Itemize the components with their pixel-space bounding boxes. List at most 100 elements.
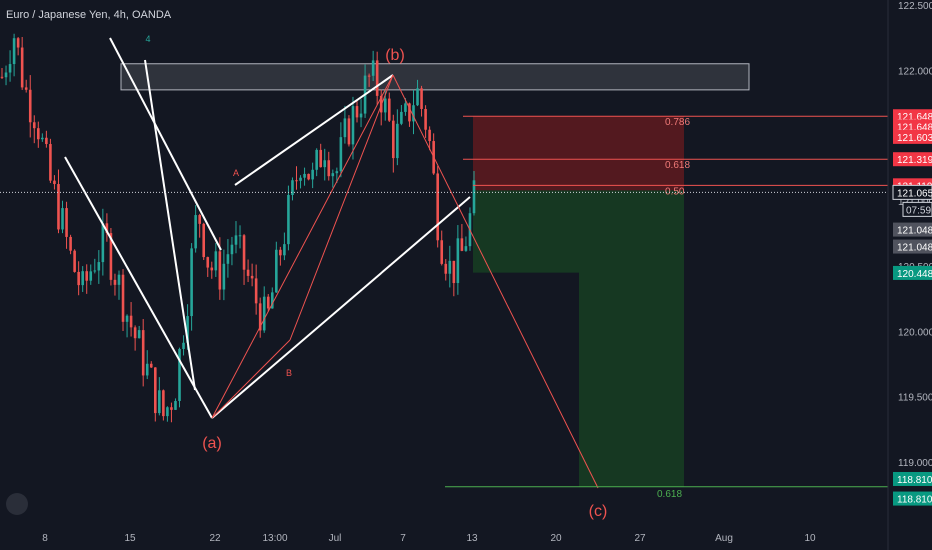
wave-path-line[interactable] (392, 74, 599, 489)
x-tick-label: 7 (400, 533, 406, 544)
fib-level-label: 0.618 (665, 160, 690, 171)
candle-body (226, 254, 230, 264)
candle-body (392, 120, 395, 159)
candle-body (24, 87, 28, 90)
candle-body (137, 330, 141, 339)
y-tick-label: 119.500 (898, 393, 932, 404)
candle-body (222, 263, 226, 290)
candle-body (109, 233, 113, 280)
candle-body (230, 244, 234, 255)
fib-level-label: 0.50 (665, 186, 685, 197)
candle-body (158, 390, 161, 414)
fib-level-label: 0.618 (657, 489, 682, 500)
candle-body (250, 275, 254, 279)
candle-body (81, 271, 84, 286)
candle-body (416, 88, 419, 106)
candle-body (61, 208, 64, 230)
candle-body (371, 60, 375, 76)
stop-loss-zone (473, 115, 684, 191)
candle-body (266, 296, 270, 309)
candle-body (101, 223, 105, 263)
candle-body (404, 103, 407, 112)
candle-body (367, 75, 371, 77)
candle-body (387, 98, 391, 121)
candle-body (319, 149, 323, 168)
resistance-box[interactable] (120, 63, 750, 91)
candle-body (149, 363, 153, 368)
candle-body (190, 248, 193, 317)
wave-label: B (286, 368, 292, 378)
price-tag-label: 121.648 (897, 112, 932, 123)
candle-body (254, 278, 258, 304)
candle-body (20, 47, 24, 88)
candle-body (105, 223, 109, 234)
candle-body (412, 105, 415, 122)
take-profit-zone (473, 190, 684, 487)
candle-body (335, 171, 339, 174)
price-tag-label: 118.810 (897, 495, 932, 506)
candle-body (73, 250, 76, 272)
wave-path-line[interactable] (211, 74, 394, 419)
candle-body (174, 400, 177, 410)
candle-body (242, 235, 246, 270)
candle-body (0, 76, 4, 78)
candle-body (153, 367, 157, 414)
candle-body (121, 274, 125, 322)
price-tag-label: 121.648 (897, 122, 932, 133)
candle-body (89, 271, 93, 281)
price-tag-label: 121.603 (897, 133, 932, 144)
x-tick-label: 8 (42, 533, 48, 544)
wave-path-line[interactable] (289, 74, 394, 341)
candle-body (396, 123, 399, 159)
candle-body (69, 236, 72, 251)
symbol-title[interactable]: Euro / Japanese Yen, 4h, OANDA (6, 9, 172, 21)
candle-body (307, 173, 310, 180)
price-tag (893, 239, 932, 254)
pattern-trendline[interactable] (64, 156, 213, 419)
price-tag (893, 471, 932, 486)
x-tick-label: Jul (329, 533, 342, 544)
countdown-tag (902, 201, 932, 217)
pattern-trendline[interactable] (144, 59, 196, 391)
candle-body (141, 330, 145, 376)
candle-body (448, 260, 452, 274)
pattern-trendline[interactable] (211, 196, 471, 419)
y-tick-label: 122.500 (898, 1, 932, 12)
candle-body (93, 270, 97, 272)
candle-body (125, 315, 129, 322)
price-tag-label: 120.448 (897, 269, 932, 280)
candle-body (182, 342, 185, 349)
x-tick-label: 27 (634, 533, 646, 544)
candle-body (428, 129, 431, 142)
wave-label: (a) (202, 435, 222, 452)
candle-body (16, 38, 20, 48)
candle-body (194, 215, 197, 249)
y-tick-label: 122.000 (898, 66, 932, 77)
wave-path-line[interactable] (211, 339, 291, 419)
candle-body (166, 407, 169, 417)
candle-body (4, 72, 8, 78)
candle-body (145, 363, 149, 376)
x-tick-label: 22 (209, 533, 221, 544)
candle-body (355, 106, 359, 118)
candle-body (295, 180, 298, 182)
candle-body (12, 38, 16, 65)
candle-body (375, 60, 379, 96)
candle-body (464, 246, 468, 251)
pattern-trendline[interactable] (109, 37, 222, 251)
pattern-trendline[interactable] (234, 74, 394, 186)
candle-body (279, 249, 282, 256)
candle-body (85, 271, 89, 281)
price-tag-label: 121.065 (897, 188, 932, 199)
candle-body (444, 263, 448, 274)
candle-body (424, 108, 427, 130)
candle-body (77, 271, 80, 286)
candle-body (65, 208, 68, 237)
candle-body (347, 118, 351, 145)
candle-body (202, 223, 206, 258)
countdown-label: 07:59 (906, 205, 931, 216)
fib-level-label: 0.786 (665, 117, 690, 128)
candle-body (32, 122, 36, 129)
candle-body (210, 267, 214, 271)
